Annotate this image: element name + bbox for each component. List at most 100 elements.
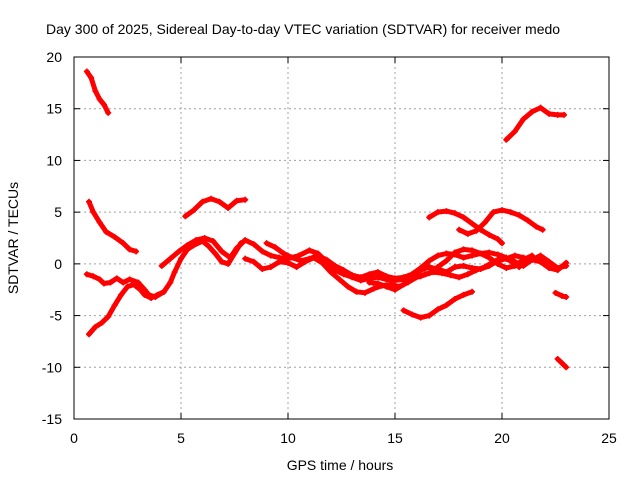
data-point	[175, 248, 182, 255]
data-point	[225, 205, 232, 212]
data-point	[451, 263, 458, 270]
y-tick-label: 15	[46, 101, 62, 117]
data-point	[554, 264, 561, 271]
data-point	[486, 231, 493, 238]
data-point	[563, 262, 570, 269]
data-point	[481, 263, 488, 270]
y-axis-label: SDTVAR / TECUs	[5, 182, 21, 294]
data-point	[362, 289, 369, 296]
data-point	[120, 240, 127, 247]
y-tick-label: 10	[46, 152, 62, 168]
data-point	[447, 272, 454, 279]
y-tick-label: 20	[46, 49, 62, 65]
y-tick-label: 5	[54, 204, 62, 220]
data-point	[451, 210, 458, 217]
x-tick-label: 20	[494, 430, 510, 446]
data-point	[511, 252, 518, 259]
data-point	[344, 283, 351, 290]
data-point	[460, 291, 467, 298]
data-point	[212, 250, 219, 257]
data-point	[528, 108, 535, 115]
data-point	[473, 227, 480, 234]
data-point	[392, 275, 398, 282]
data-point	[434, 209, 441, 216]
data-point	[135, 279, 142, 286]
data-point	[460, 246, 467, 253]
data-point	[541, 260, 548, 267]
data-point	[451, 249, 458, 256]
data-point	[558, 292, 565, 299]
data-point	[289, 254, 296, 261]
data-point	[417, 264, 424, 271]
data-point	[503, 264, 510, 271]
data-point	[88, 74, 95, 81]
data-point	[190, 207, 197, 214]
data-point	[443, 257, 450, 264]
data-point	[242, 237, 249, 244]
data-point	[207, 195, 214, 202]
data-point	[141, 291, 148, 298]
data-point	[533, 223, 540, 230]
data-point	[182, 213, 189, 220]
data-point	[130, 281, 137, 288]
data-point	[460, 214, 467, 221]
data-point	[272, 244, 279, 251]
data-point	[353, 288, 360, 295]
data-point	[250, 258, 257, 265]
data-point	[199, 198, 206, 205]
data-point	[98, 319, 105, 326]
x-tick-label: 0	[70, 430, 78, 446]
data-point	[118, 291, 125, 298]
data-point	[259, 248, 266, 255]
data-point	[426, 263, 433, 270]
data-point	[464, 271, 471, 278]
data-point	[192, 237, 199, 244]
data-point	[374, 269, 381, 276]
chart-title: Day 300 of 2025, Sidereal Day-to-day VTE…	[46, 21, 560, 37]
data-series	[83, 68, 570, 371]
x-tick-label: 15	[387, 430, 403, 446]
data-point	[400, 281, 407, 288]
data-point	[297, 257, 304, 264]
data-point	[323, 256, 330, 263]
data-point	[154, 291, 161, 298]
data-point	[469, 288, 476, 295]
series-track-j	[426, 208, 505, 246]
data-point	[366, 271, 373, 278]
data-point	[490, 209, 497, 216]
series-track-i	[182, 196, 248, 219]
data-point	[267, 263, 274, 270]
data-point	[133, 248, 140, 255]
data-point	[85, 331, 92, 338]
data-point	[126, 246, 133, 253]
data-point	[111, 233, 118, 240]
data-point	[225, 260, 232, 267]
y-tick-label: 0	[54, 256, 62, 272]
data-point	[443, 208, 450, 215]
data-point	[537, 252, 544, 259]
data-point	[409, 311, 416, 318]
data-point	[503, 136, 510, 143]
data-point	[250, 241, 257, 248]
data-point	[434, 263, 441, 270]
data-point	[561, 111, 568, 118]
data-point	[520, 262, 527, 269]
plot-frame	[73, 56, 610, 420]
data-point	[426, 214, 433, 221]
data-point	[158, 262, 165, 269]
data-point	[319, 259, 326, 266]
data-point	[148, 294, 155, 301]
data-point	[327, 269, 334, 276]
data-point	[263, 240, 270, 247]
data-point	[546, 264, 553, 271]
data-point	[218, 248, 225, 255]
data-point	[409, 275, 416, 282]
data-point	[563, 364, 570, 371]
data-point	[546, 258, 553, 265]
data-point	[280, 250, 287, 257]
data-point	[558, 360, 565, 367]
data-point	[563, 293, 570, 300]
data-point	[105, 313, 112, 320]
data-point	[400, 274, 407, 281]
